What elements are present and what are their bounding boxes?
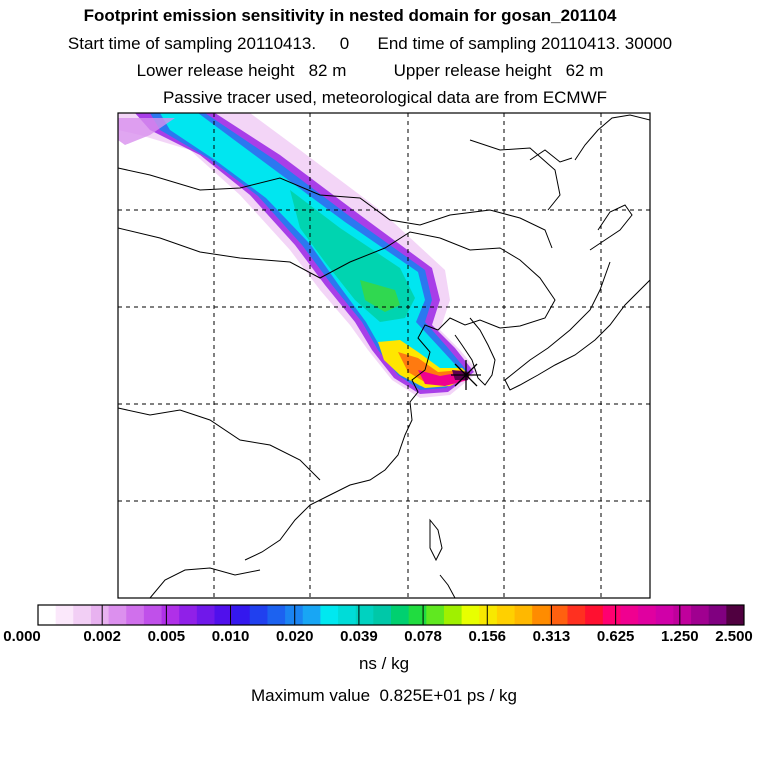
release-height-line: Lower release height 82 m Upper release …: [136, 61, 604, 80]
colorbar-cell: [567, 605, 586, 625]
colorbar-cell: [426, 605, 445, 625]
colorbar-tick-label: 0.020: [275, 628, 314, 645]
colorbar-cell: [73, 605, 92, 625]
coast-china-bohai: [244, 317, 501, 561]
border-russia-east: [469, 139, 561, 211]
plume-faint-fan: [118, 118, 175, 145]
footprint-map: [117, 112, 651, 599]
colorbar-cell: [726, 605, 745, 625]
colorbar-cell: [179, 605, 198, 625]
plot-title: Footprint emission sensitivity in nested…: [83, 6, 617, 25]
colorbar-cell: [90, 605, 110, 625]
coast-japan: [504, 261, 650, 391]
colorbar-cell: [161, 605, 180, 625]
colorbar-cell: [126, 605, 145, 625]
sampling-time-line: Start time of sampling 20110413. 0 End t…: [67, 34, 673, 53]
colorbar-cell: [585, 605, 604, 625]
colorbar: [37, 604, 745, 626]
colorbar-cell: [267, 605, 286, 625]
colorbar-cell: [479, 605, 498, 625]
colorbar-cell: [196, 605, 215, 625]
colorbar-tick-label: 1.250: [661, 628, 699, 645]
coastlines: [118, 114, 650, 598]
colorbar-cell: [373, 605, 392, 625]
colorbar-tick-label: 2.500: [715, 628, 753, 645]
coast-japan-north: [589, 204, 633, 251]
colorbar-frame: [37, 604, 745, 626]
colorbar-cell: [408, 605, 427, 625]
coast-korea: [454, 317, 496, 386]
colorbar-cell: [338, 605, 357, 625]
coast-philippines: [439, 574, 456, 598]
colorbar-tick-label: 0.156: [468, 628, 507, 645]
border-china-north: [439, 237, 556, 329]
plume-green-patch: [360, 280, 400, 312]
colorbar-tick-label: 0.002: [83, 628, 121, 645]
colorbar-cell: [443, 605, 463, 625]
colorbar-tick-label: 0.078: [404, 628, 442, 645]
colorbar-cell: [38, 605, 57, 625]
colorbar-cell: [549, 605, 568, 625]
colorbar-cell: [620, 605, 639, 625]
border-russia-mongolia: [118, 167, 553, 249]
colorbar-tick-label: 0.010: [211, 628, 250, 645]
colorbar-cell: [143, 605, 163, 625]
colorbar-cell: [55, 605, 74, 625]
colorbar-tick-label: 0.000: [3, 628, 41, 645]
colorbar-cell: [232, 605, 251, 625]
colorbar-tick-label: 0.625: [596, 628, 635, 645]
tracer-info-line: Passive tracer used, meteorological data…: [162, 88, 608, 107]
colorbar-cell: [655, 605, 674, 625]
map-frame: [117, 112, 651, 599]
colorbar-cell: [673, 605, 692, 625]
colorbar-cell: [708, 605, 727, 625]
border-china-west: [118, 407, 321, 481]
colorbar-cell: [496, 605, 516, 625]
colorbar-cell: [214, 605, 233, 625]
colorbar-cell: [532, 605, 551, 625]
colorbar-cell: [691, 605, 710, 625]
colorbar-cell: [602, 605, 621, 625]
colorbar-tick-label: 0.005: [147, 628, 186, 645]
colorbar-cell: [514, 605, 533, 625]
border-mongolia-china: [118, 227, 441, 279]
colorbar-cell: [355, 605, 374, 625]
colorbar-tick-label: 0.313: [532, 628, 571, 645]
colorbar-cell: [285, 605, 304, 625]
lat-lon-grid: [118, 113, 650, 598]
emission-plume: [118, 113, 478, 398]
colorbar-cell: [249, 605, 268, 625]
colorbar-cell: [302, 605, 321, 625]
colorbar-cell: [638, 605, 657, 625]
coast-taiwan: [429, 518, 443, 562]
colorbar-unit: ns / kg: [358, 654, 410, 673]
coast-sakhalin: [574, 114, 650, 161]
colorbar-tick-label: 0.039: [340, 628, 378, 645]
colorbar-cell: [108, 605, 127, 625]
maximum-value: Maximum value 0.825E+01 ps / kg: [251, 686, 517, 705]
receptor-star-marker: [451, 360, 481, 390]
border-china-south: [149, 567, 261, 598]
colorbar-cell: [391, 605, 410, 625]
colorbar-cell: [461, 605, 480, 625]
colorbar-cell: [320, 605, 339, 625]
